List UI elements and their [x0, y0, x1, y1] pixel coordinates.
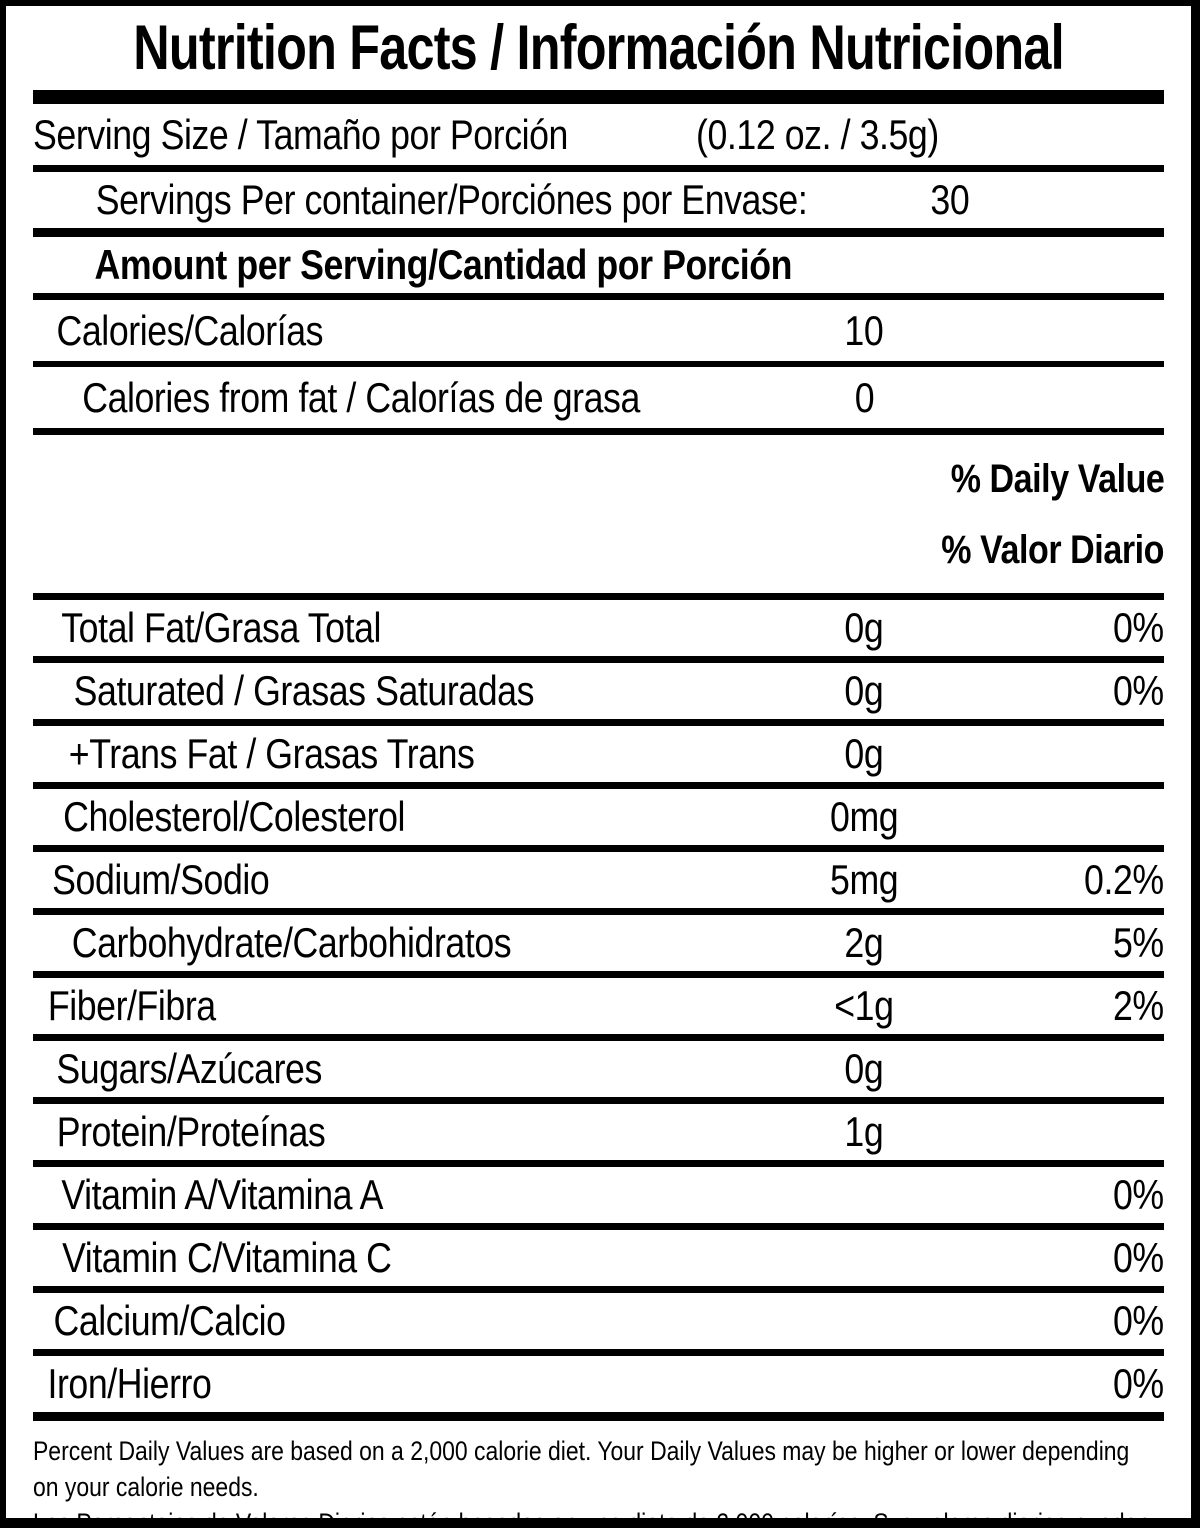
- nutrient-label: Protein/Proteínas: [56, 1108, 326, 1155]
- nutrient-row-vitamin-a: Vitamin A/Vitamina A 0%: [33, 1167, 1164, 1223]
- nutrient-row-calcium: Calcium/Calcio 0%: [33, 1293, 1164, 1349]
- servings-per-container-value: 30: [930, 176, 970, 223]
- nutrient-label: +Trans Fat / Grasas Trans: [68, 730, 475, 777]
- title-divider-bar: [33, 90, 1164, 104]
- nutrient-row-iron: Iron/Hierro 0%: [33, 1356, 1164, 1412]
- divider: [33, 782, 1164, 789]
- amount-per-serving-heading: Amount per Serving/Cantidad por Porción: [94, 241, 793, 288]
- nutrient-amount: 5mg: [829, 856, 899, 903]
- divider: [33, 719, 1164, 726]
- daily-value-header-es: % Valor Diario: [941, 528, 1164, 572]
- nutrient-amount: 0g: [844, 730, 884, 777]
- divider: [33, 1097, 1164, 1104]
- nutrient-label: Fiber/Fibra: [47, 982, 216, 1029]
- nutrient-amount: 0mg: [829, 793, 899, 840]
- serving-size-value: (0.12 oz. / 3.5g): [696, 110, 940, 158]
- nutrient-amount: 0g: [844, 667, 884, 714]
- footnote-spanish: Los Porcentajes de Valores Diarios están…: [33, 1508, 1151, 1528]
- calories-label: Calories/Calorías: [56, 306, 324, 354]
- nutrient-row-total-fat: Total Fat/Grasa Total 0g 0%: [33, 600, 1164, 656]
- label-title: Nutrition Facts / Información Nutriciona…: [133, 13, 1064, 83]
- divider: [33, 361, 1164, 367]
- nutrient-daily-value: 2%: [1113, 982, 1164, 1029]
- nutrient-amount: 0g: [844, 1045, 884, 1092]
- nutrient-label: Total Fat/Grasa Total: [61, 604, 382, 651]
- nutrient-label: Calcium/Calcio: [53, 1297, 286, 1344]
- label-content: Nutrition Facts / Información Nutriciona…: [6, 6, 1191, 1528]
- servings-per-container-row: Servings Per container/Porciónes por Env…: [33, 172, 1164, 228]
- calories-from-fat-row: Calories from fat / Calorías de grasa 0: [33, 367, 1164, 428]
- divider: [33, 908, 1164, 915]
- serving-size-row: Serving Size / Tamaño por Porción (0.12 …: [33, 104, 1164, 165]
- nutrient-label: Vitamin A/Vitamina A: [61, 1171, 383, 1218]
- nutrient-daily-value: 0%: [1113, 1171, 1164, 1218]
- label-header: Nutrition Facts / Información Nutriciona…: [33, 6, 1164, 90]
- nutrient-label: Saturated / Grasas Saturadas: [73, 667, 535, 714]
- daily-value-header-en: % Daily Value: [950, 457, 1164, 501]
- divider: [33, 593, 1164, 600]
- nutrient-daily-value: 0%: [1113, 1234, 1164, 1281]
- servings-per-container-label: Servings Per container/Porciónes por Env…: [95, 176, 808, 223]
- nutrient-daily-value: 0%: [1113, 1360, 1164, 1407]
- nutrient-row-cholesterol: Cholesterol/Colesterol 0mg: [33, 789, 1164, 845]
- nutrient-daily-value: 0%: [1113, 604, 1164, 651]
- nutrient-label: Sodium/Sodio: [52, 856, 270, 903]
- divider: [33, 1412, 1164, 1421]
- divider: [33, 228, 1164, 237]
- calories-value: 10: [844, 306, 884, 354]
- footnotes-text-block: Percent Daily Values are based on a 2,00…: [33, 1433, 1151, 1528]
- nutrient-row-sugars: Sugars/Azúcares 0g: [33, 1041, 1164, 1097]
- nutrient-daily-value: 0%: [1113, 1297, 1164, 1344]
- daily-value-header: % Daily Value % Valor Diario: [33, 435, 1164, 593]
- nutrient-label: Iron/Hierro: [47, 1360, 212, 1407]
- nutrient-amount: 2g: [844, 919, 884, 966]
- divider: [33, 1349, 1164, 1356]
- divider: [33, 971, 1164, 978]
- footnotes: Percent Daily Values are based on a 2,00…: [33, 1433, 1151, 1528]
- divider: [33, 1223, 1164, 1230]
- nutrient-row-carbohydrate: Carbohydrate/Carbohidratos 2g 5%: [33, 915, 1165, 971]
- nutrient-daily-value: 5%: [1113, 919, 1164, 966]
- nutrient-label: Sugars/Azúcares: [56, 1045, 322, 1092]
- calories-from-fat-label: Calories from fat / Calorías de grasa: [82, 373, 640, 421]
- nutrient-row-saturated-fat: Saturated / Grasas Saturadas 0g 0%: [33, 663, 1165, 719]
- divider: [33, 1286, 1164, 1293]
- nutrient-row-protein: Protein/Proteínas 1g: [33, 1104, 1164, 1160]
- nutrient-label: Cholesterol/Colesterol: [63, 793, 406, 840]
- nutrient-label: Carbohydrate/Carbohidratos: [71, 919, 512, 966]
- nutrient-row-vitamin-c: Vitamin C/Vitamina C 0%: [33, 1230, 1164, 1286]
- divider: [33, 165, 1164, 172]
- nutrient-label: Vitamin C/Vitamina C: [62, 1234, 392, 1281]
- nutrient-amount: 1g: [844, 1108, 884, 1155]
- divider: [33, 293, 1164, 300]
- divider: [33, 845, 1164, 852]
- nutrient-amount: <1g: [834, 982, 894, 1029]
- calories-row: Calories/Calorías 10: [33, 300, 1164, 361]
- footnote-english: Percent Daily Values are based on a 2,00…: [33, 1436, 1130, 1502]
- divider: [33, 1160, 1164, 1167]
- nutrient-daily-value: 0%: [1113, 667, 1164, 714]
- amount-per-serving-heading-row: Amount per Serving/Cantidad por Porción: [33, 237, 1164, 293]
- divider: [33, 428, 1164, 435]
- nutrient-row-sodium: Sodium/Sodio 5mg 0.2%: [33, 852, 1164, 908]
- nutrient-row-trans-fat: +Trans Fat / Grasas Trans 0g: [33, 726, 1164, 782]
- nutrient-daily-value: 0.2%: [1084, 856, 1164, 903]
- calories-from-fat-value: 0: [854, 373, 874, 421]
- divider: [33, 1034, 1164, 1041]
- divider: [33, 656, 1164, 663]
- nutrient-amount: 0g: [844, 604, 884, 651]
- nutrient-row-fiber: Fiber/Fibra <1g 2%: [33, 978, 1165, 1034]
- serving-size-label: Serving Size / Tamaño por Porción: [33, 110, 568, 158]
